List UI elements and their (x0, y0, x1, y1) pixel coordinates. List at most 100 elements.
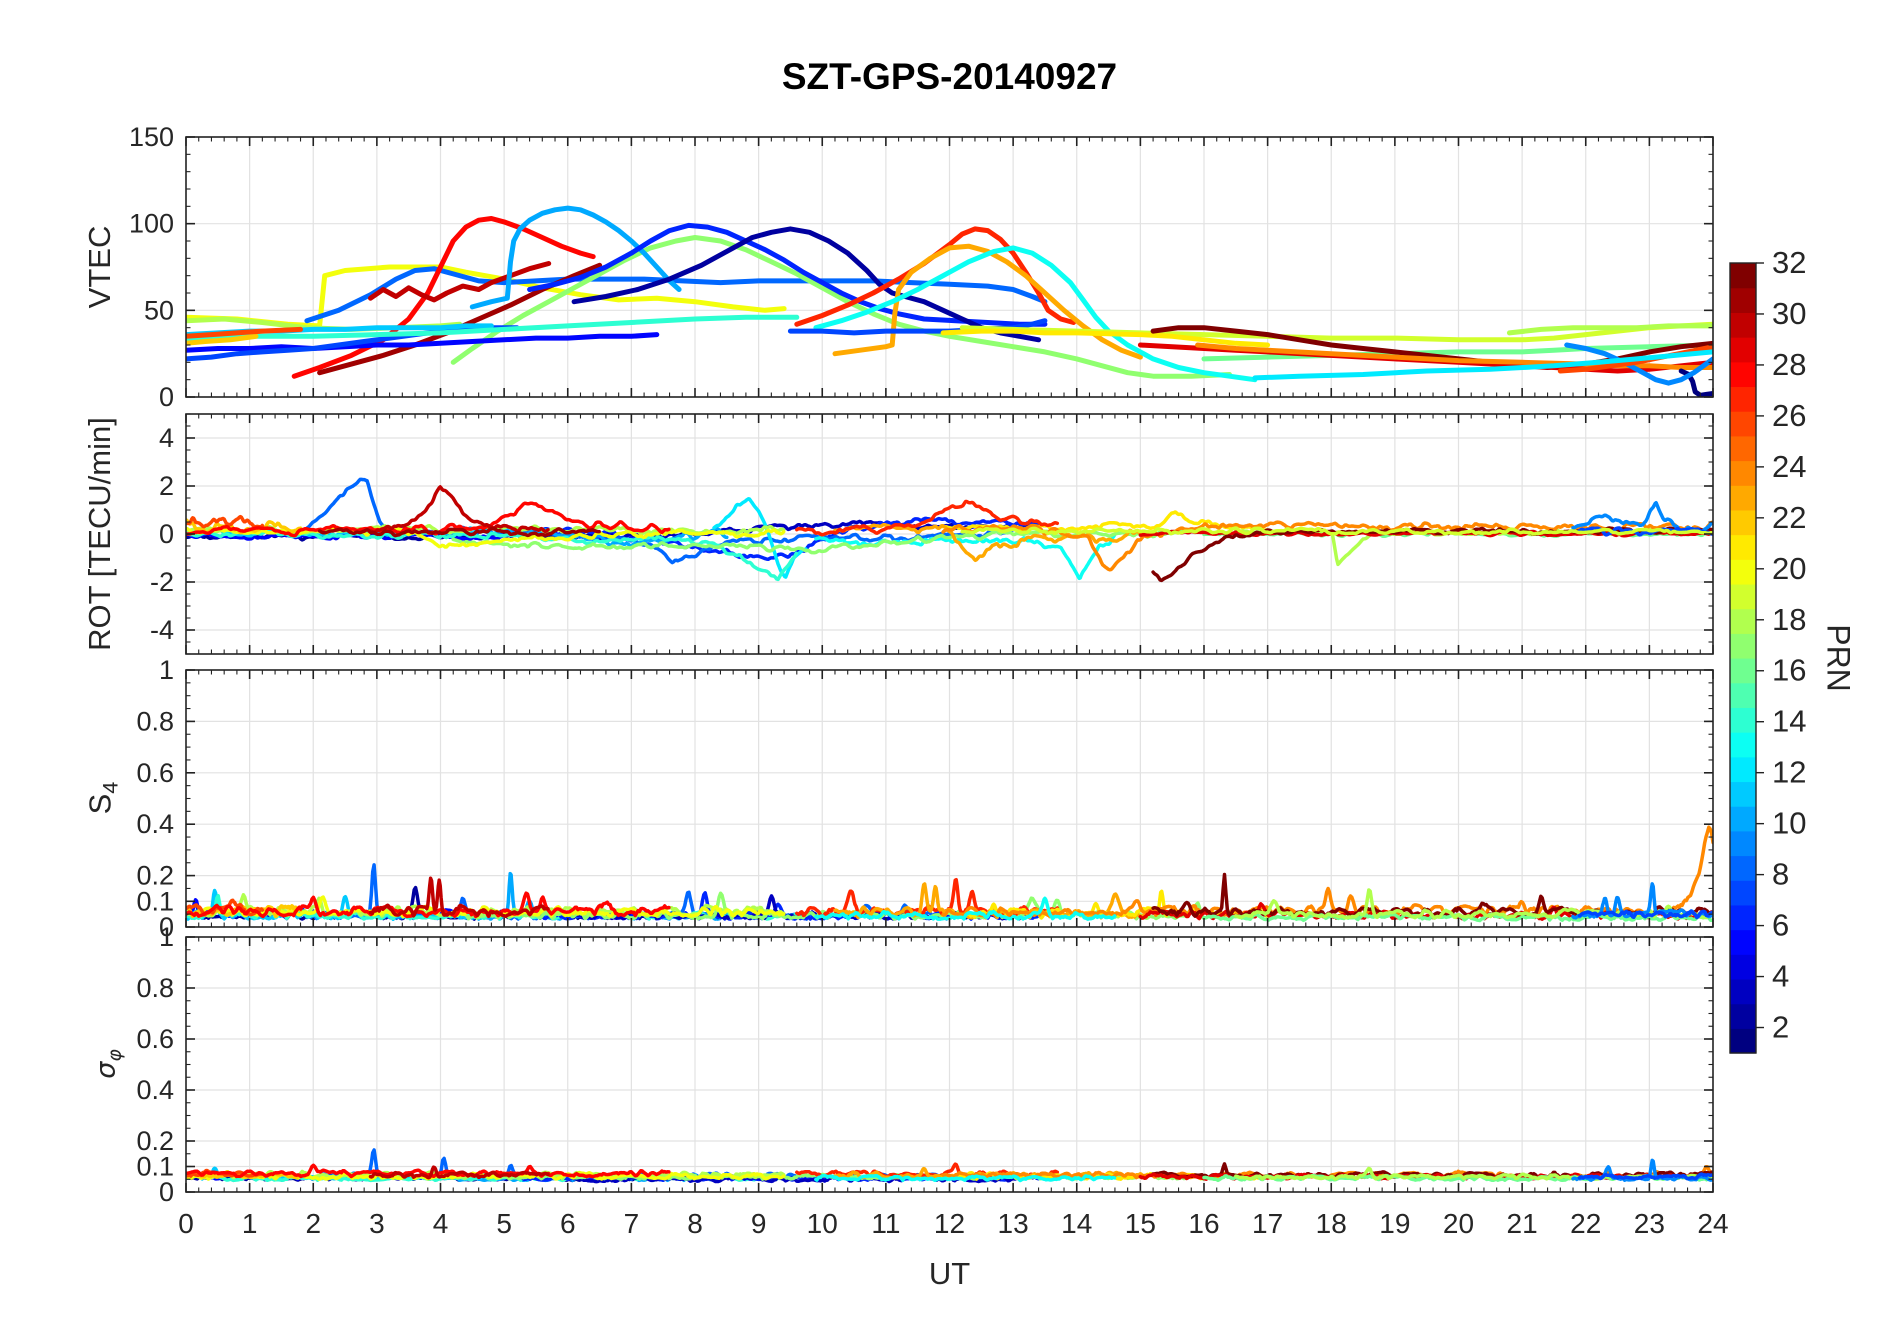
x-tick-label: 5 (496, 1208, 512, 1239)
y-tick-label: 0.1 (136, 1152, 174, 1182)
colorbar-cell-prn-10 (1730, 806, 1756, 832)
track-prn-28 (186, 891, 671, 919)
track-prn-22 (186, 1170, 303, 1180)
track-prn-14 (186, 314, 800, 343)
track-prn-7 (1577, 1172, 1713, 1181)
s4-axis-label-sub: 4 (97, 781, 123, 794)
panel-s4: 00.10.2 0.4 0.6 0.8 1 (136, 655, 1714, 942)
x-tick-label: 23 (1634, 1208, 1665, 1239)
track-prn-26 (186, 514, 265, 529)
colorbar-cell-prn-2 (1730, 1003, 1756, 1029)
y-tick-label: 1 (159, 922, 174, 952)
track-prn-24 (941, 825, 1713, 918)
x-tick-label: 10 (807, 1208, 838, 1239)
colorbar-cell-prn-26 (1730, 411, 1756, 437)
vtec-axis-label: VTEC (82, 225, 117, 309)
track-prn-24 (1195, 342, 1713, 370)
y-tick-label: 0 (159, 912, 174, 942)
x-tick-label: 0 (178, 1208, 194, 1239)
sigma-axis-label-sub: φ (103, 1049, 126, 1062)
track-prn-10 (469, 205, 682, 310)
colorbar-tick-label: 6 (1772, 908, 1789, 943)
y-tick-label: 50 (144, 295, 174, 325)
x-tick-label: 9 (751, 1208, 767, 1239)
colorbar-tick-label: 24 (1772, 449, 1806, 484)
colorbar-tick-label: 12 (1772, 755, 1806, 790)
x-tick-label: 18 (1316, 1208, 1347, 1239)
s4-axis-label: S4 (82, 782, 123, 815)
x-tick-label: 6 (560, 1208, 576, 1239)
track-prn-26 (186, 898, 265, 917)
colorbar-cell-prn-12 (1730, 756, 1756, 783)
colorbar-cell-prn-7 (1730, 880, 1756, 906)
colorbar-cell-prn-15 (1730, 682, 1756, 708)
track-prn-30 (368, 1165, 550, 1180)
colorbar-cell-prn-18 (1730, 608, 1756, 634)
colorbar-tick-label: 22 (1772, 500, 1806, 535)
y-tick-label: 0 (159, 382, 174, 412)
track-prn-22 (186, 333, 259, 346)
y-tick-label: 0.2 (136, 861, 174, 891)
colorbar-cell-prn-21 (1730, 534, 1756, 560)
colorbar-cell-prn-25 (1730, 435, 1756, 462)
track-prn-8 (304, 266, 1048, 324)
colorbar-cell-prn-11 (1730, 781, 1756, 807)
x-tick-label: 7 (624, 1208, 640, 1239)
track-prn-7 (1577, 909, 1713, 920)
colorbar-tick-label: 30 (1772, 296, 1806, 331)
colorbar-tick-label: 28 (1772, 347, 1806, 382)
colorbar-cell-prn-16 (1730, 658, 1756, 684)
colorbar-tick-label: 26 (1772, 398, 1806, 433)
y-tick-label: -4 (150, 615, 174, 645)
track-prn-5 (186, 332, 660, 353)
y-tick-label: 0.2 (136, 1126, 174, 1156)
colorbar-cell-prn-6 (1730, 904, 1756, 931)
track-prn-13 (814, 1173, 1117, 1183)
track-prn-20 (186, 526, 786, 549)
y-tick-label: 0.4 (136, 1075, 174, 1105)
track-prn-12 (712, 497, 808, 579)
colorbar-tick-label: 2 (1772, 1010, 1789, 1045)
track-prn-24 (941, 520, 1713, 572)
track-prn-12 (1252, 349, 1713, 381)
x-tick-label: 8 (687, 1208, 703, 1239)
colorbar-cell-prn-17 (1730, 633, 1756, 659)
colorbar-cell-prn-4 (1730, 954, 1756, 980)
panel-rot: -4 -2 0 2 4 (150, 413, 1714, 655)
track-prn-27 (795, 499, 1060, 537)
panel-sigma-phi-data (186, 1148, 1713, 1184)
x-tick-label: 12 (934, 1208, 965, 1239)
colorbar-cell-prn-14 (1730, 707, 1756, 733)
colorbar-cell-prn-22 (1730, 509, 1756, 536)
y-tick-label: 0.8 (136, 973, 174, 1003)
track-prn-18 (1506, 323, 1713, 336)
colorbar-cell-prn-3 (1730, 978, 1756, 1005)
colorbar-tick-label: 20 (1772, 551, 1806, 586)
colorbar-cell-prn-27 (1730, 386, 1756, 412)
y-tick-label: 0.6 (136, 758, 174, 788)
colorbar-label: PRN (1820, 624, 1857, 692)
x-tick-label: 21 (1507, 1208, 1538, 1239)
y-tick-label: 0.1 (136, 886, 174, 916)
y-tick-label: 0 (159, 519, 174, 549)
colorbar-cell-prn-32 (1730, 263, 1756, 289)
colorbar-tick-label: 14 (1772, 704, 1806, 739)
panel-vtec-data (186, 205, 1713, 397)
track-prn-26 (186, 326, 303, 339)
colorbar-cell-prn-28 (1730, 361, 1756, 388)
colorbar-cell-prn-29 (1730, 337, 1756, 363)
colorbar-cell-prn-20 (1730, 559, 1756, 585)
panel-s4-data (186, 825, 1713, 923)
track-prn-30 (368, 876, 550, 918)
sigma-phi-axis-label: σφ (90, 1049, 125, 1079)
x-tick-label: 14 (1061, 1208, 1092, 1239)
colorbar-cell-prn-19 (1730, 583, 1756, 610)
track-prn-17 (450, 235, 1232, 379)
colorbar-tick-label: 16 (1772, 653, 1806, 688)
x-tick-label: 17 (1252, 1208, 1283, 1239)
panel-vtec: 0 50 100 150 (129, 122, 1714, 412)
x-tick-label: 3 (369, 1208, 385, 1239)
